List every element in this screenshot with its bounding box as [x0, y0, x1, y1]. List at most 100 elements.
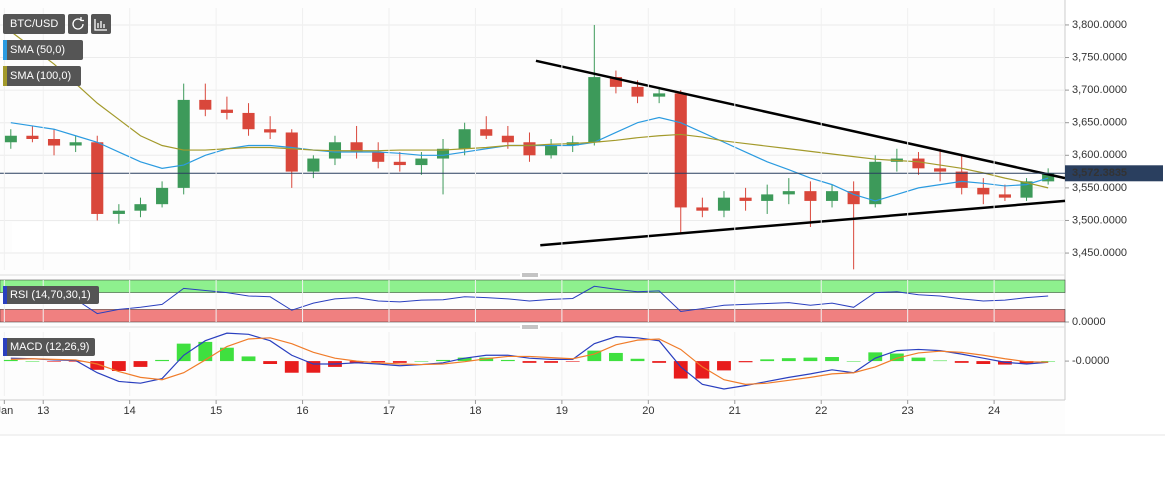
pane-handle[interactable]: [520, 272, 540, 278]
refresh-icon: [72, 17, 84, 30]
histogram-bar: [500, 359, 515, 362]
histogram-bar: [25, 361, 40, 362]
histogram-bar: [1041, 361, 1056, 362]
sma-line: [10, 30, 1049, 189]
candle-body: [501, 135, 514, 143]
histogram-bar: [846, 361, 861, 362]
candle-body: [609, 77, 622, 87]
histogram-bar: [544, 361, 559, 363]
x-tick-label: 24: [988, 405, 1000, 417]
candle-body: [674, 93, 687, 208]
candle-body: [631, 86, 644, 97]
histogram-bar: [263, 361, 278, 364]
legend-box[interactable]: [3, 14, 65, 34]
histogram-bar: [306, 361, 321, 373]
histogram-bar: [760, 359, 775, 362]
histogram-bar: [349, 361, 364, 363]
x-tick-label: 13: [37, 405, 49, 417]
y-tick-label: 3,500.0000: [1072, 214, 1127, 226]
candle-body: [912, 158, 925, 169]
candle-body: [998, 194, 1011, 198]
candle-body: [242, 112, 255, 130]
y-tick-label: 3,750.0000: [1072, 51, 1127, 63]
candle-body: [458, 129, 471, 149]
candle-body: [199, 99, 212, 110]
candle-body: [47, 139, 61, 146]
x-tick-label: 16: [296, 405, 308, 417]
histogram-bar: [198, 341, 213, 362]
legend-box[interactable]: [3, 338, 95, 356]
legend-swatch: [3, 286, 7, 304]
histogram-bar: [414, 361, 429, 362]
candle-body: [977, 187, 990, 195]
legend-box[interactable]: [3, 286, 99, 304]
legend-label: MACD (12,26,9): [10, 341, 89, 353]
histogram-bar: [111, 361, 126, 371]
candle-body: [696, 207, 709, 211]
candle-body: [739, 197, 752, 201]
histogram-bar: [868, 352, 883, 362]
refresh-button[interactable]: [68, 14, 88, 34]
candle-body: [4, 135, 17, 143]
histogram-bar: [133, 361, 148, 367]
x-tick-label: 23: [902, 405, 914, 417]
histogram-bar: [803, 357, 818, 362]
candle-body: [955, 171, 968, 188]
candle-body: [26, 135, 39, 139]
y-tick-label: 3,600.0000: [1072, 149, 1127, 161]
candle-body: [436, 148, 450, 159]
histogram-bar: [911, 357, 926, 362]
legend-box[interactable]: [3, 66, 81, 86]
candle-body: [717, 197, 731, 211]
y-tick-label: 3,800.0000: [1072, 19, 1127, 31]
histogram-bar: [630, 358, 645, 362]
y-tick-label: 0.0000: [1072, 316, 1106, 328]
histogram-bar: [155, 359, 169, 362]
y-tick-label: 3,700.0000: [1072, 84, 1127, 96]
histogram-bar: [522, 361, 537, 363]
candle-body: [653, 93, 666, 97]
y-tick-label: 3,450.0000: [1072, 247, 1127, 259]
candle-body: [1042, 173, 1055, 182]
histogram-bar: [392, 361, 407, 363]
signal-line: [10, 337, 1049, 385]
histogram-bar: [673, 361, 688, 379]
candle-body: [91, 142, 104, 214]
last-price-label: 3,572.3835: [1072, 167, 1127, 179]
y-tick-label: 3,650.0000: [1072, 117, 1127, 129]
candle-body: [350, 142, 363, 153]
y-tick-label: -0.0000: [1072, 355, 1109, 367]
histogram-bar: [889, 353, 904, 362]
legend-box[interactable]: [3, 40, 83, 60]
candle-body: [156, 187, 169, 205]
histogram-bar: [176, 343, 191, 362]
candle-body: [869, 161, 882, 205]
legend-label: SMA (100,0): [10, 70, 71, 82]
oversold-band: [0, 309, 1066, 323]
x-tick-label: 15: [210, 405, 222, 417]
pane-handle[interactable]: [520, 324, 540, 330]
last-price-box: [1065, 165, 1163, 182]
histogram-bar: [609, 352, 623, 362]
x-tick-label: 14: [124, 405, 136, 417]
candle-body: [285, 132, 298, 172]
candle-body: [761, 194, 774, 201]
candle-body: [372, 152, 385, 162]
plot-background: [0, 0, 1065, 435]
macd-line: [10, 332, 1049, 390]
legend-swatch: [3, 40, 7, 60]
histogram-bar: [933, 360, 948, 362]
candle-body: [177, 99, 190, 188]
legend-label: BTC/USD: [10, 18, 58, 30]
histogram-bar: [436, 359, 450, 362]
candle-body: [69, 142, 82, 146]
x-tick-label: 22: [815, 405, 827, 417]
legend-label: RSI (14,70,30,1): [10, 289, 91, 301]
legend-swatch: [3, 66, 7, 86]
candle-body: [415, 158, 428, 166]
candle-body: [588, 77, 601, 143]
histogram-bar: [565, 361, 580, 362]
histogram-bar: [717, 361, 731, 371]
candle-body: [134, 204, 147, 211]
